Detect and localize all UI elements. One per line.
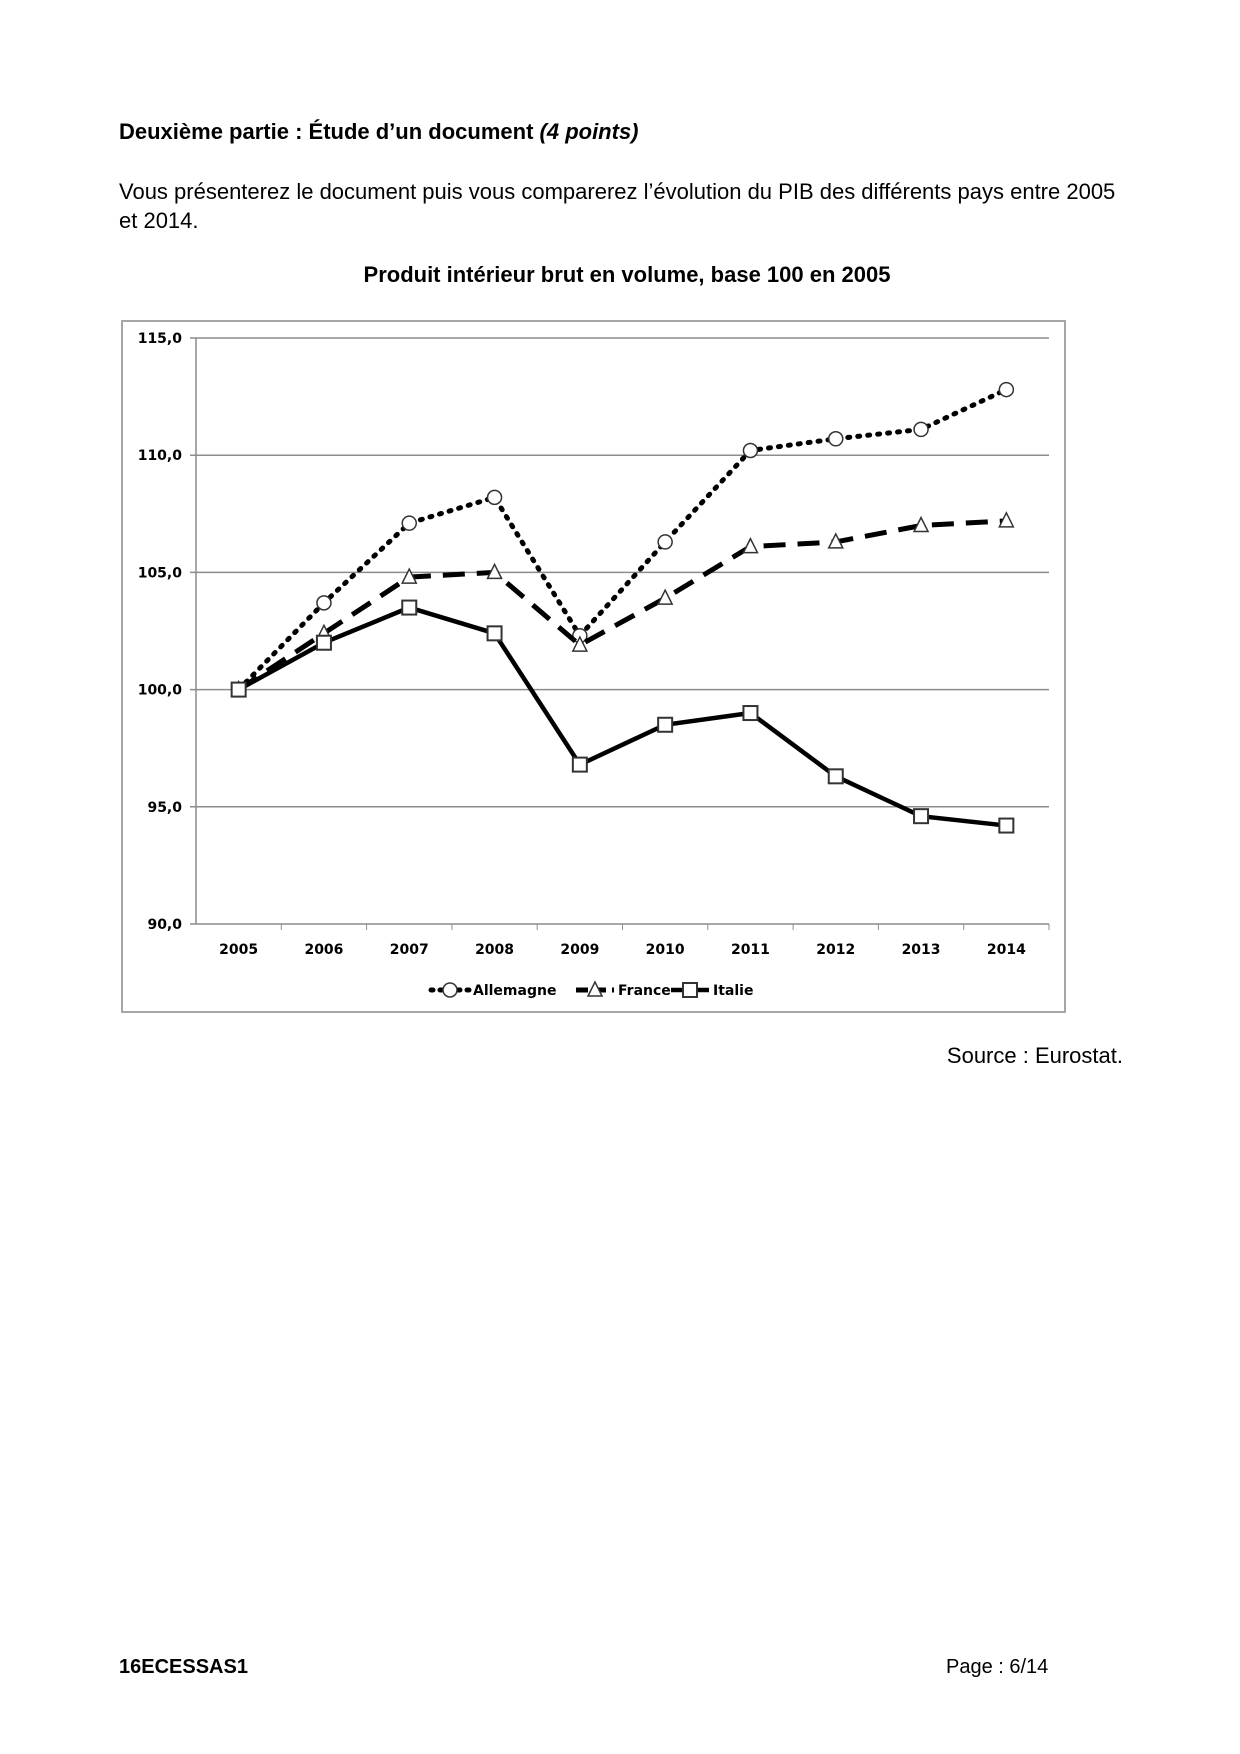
legend-marker-france bbox=[586, 980, 604, 997]
legend-marker-allemagne bbox=[442, 982, 458, 998]
legend-marker-italie bbox=[682, 982, 698, 998]
x-tick-label: 2012 bbox=[816, 942, 855, 958]
section-heading: Deuxième partie : Étude d’un document (4… bbox=[119, 119, 639, 145]
data-point-italie bbox=[315, 634, 332, 651]
data-point-italie bbox=[913, 808, 930, 825]
data-point-italie bbox=[486, 625, 503, 642]
data-point-italie bbox=[230, 681, 247, 698]
data-point-allemagne bbox=[316, 595, 332, 611]
x-tick-label: 2011 bbox=[731, 942, 770, 958]
data-point-france bbox=[656, 588, 674, 605]
x-tick-label: 2014 bbox=[987, 942, 1026, 958]
heading-text: Deuxième partie : Étude d’un document bbox=[119, 119, 540, 144]
x-tick-label: 2008 bbox=[475, 942, 514, 958]
x-tick-label: 2006 bbox=[304, 942, 343, 958]
data-point-france bbox=[486, 562, 503, 580]
y-tick-label: 90,0 bbox=[147, 917, 182, 933]
data-point-allemagne bbox=[657, 534, 673, 550]
line-chart: 90,0 95,0 100,0 105,0 110,0 115,0 2005 2006 2007… bbox=[138, 331, 1050, 999]
data-point-france bbox=[912, 515, 930, 533]
chart-title: Produit intérieur brut en volume, base 1… bbox=[363, 262, 891, 287]
series-line-france bbox=[237, 518, 1007, 692]
y-tick-label: 100,0 bbox=[138, 683, 183, 699]
series-line-allemagne bbox=[236, 387, 1009, 693]
data-point-italie bbox=[657, 716, 674, 733]
data-point-italie bbox=[998, 817, 1015, 834]
y-tick-label: 95,0 bbox=[147, 800, 182, 816]
data-point-italie bbox=[571, 756, 588, 773]
data-point-france bbox=[827, 532, 844, 549]
data-point-allemagne bbox=[486, 489, 503, 506]
data-point-france bbox=[998, 511, 1015, 528]
legend-label: France bbox=[618, 983, 671, 999]
data-point-allemagne bbox=[998, 381, 1015, 398]
data-point-italie bbox=[742, 705, 759, 722]
y-tick-label: 115,0 bbox=[138, 331, 183, 347]
y-tick-label: 105,0 bbox=[138, 565, 183, 581]
data-point-allemagne bbox=[913, 421, 929, 438]
data-point-italie bbox=[827, 768, 844, 785]
instruction-text: Vous présenterez le document puis vous c… bbox=[119, 179, 1116, 233]
legend-label: Allemagne bbox=[473, 983, 556, 999]
data-point-france bbox=[571, 635, 589, 652]
y-tick-label: 110,0 bbox=[138, 448, 183, 464]
legend-label: Italie bbox=[713, 983, 753, 999]
data-point-allemagne bbox=[742, 442, 759, 459]
exam-code: 16ECESSAS1 bbox=[119, 1656, 248, 1678]
data-point-italie bbox=[401, 599, 418, 616]
x-tick-label: 2005 bbox=[219, 942, 258, 958]
data-point-allemagne bbox=[828, 431, 844, 447]
data-point-france bbox=[742, 536, 759, 554]
x-tick-label: 2009 bbox=[560, 942, 599, 958]
x-tick-label: 2010 bbox=[646, 942, 685, 958]
data-point-allemagne bbox=[401, 515, 417, 531]
data-point-france bbox=[401, 567, 418, 584]
series-line-italie bbox=[237, 605, 1007, 828]
x-tick-label: 2007 bbox=[390, 942, 429, 958]
source-note: Source : Eurostat. bbox=[946, 1043, 1123, 1068]
heading-points: (4 points) bbox=[539, 119, 639, 144]
page-number: Page : 6/14 bbox=[946, 1656, 1049, 1678]
x-tick-label: 2013 bbox=[902, 942, 941, 958]
chart-frame bbox=[121, 320, 1066, 1013]
